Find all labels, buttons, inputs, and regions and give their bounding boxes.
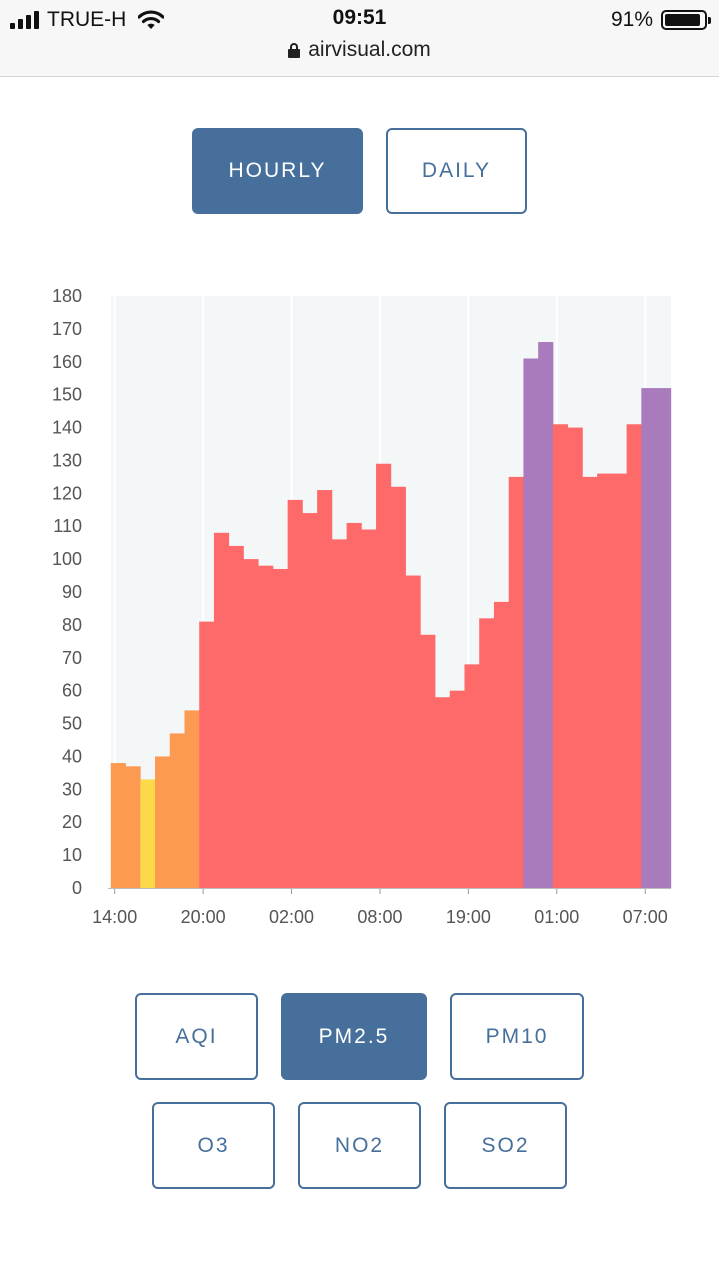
chart-bar — [479, 618, 495, 888]
y-tick-label: 160 — [52, 352, 82, 372]
y-tick-label: 40 — [62, 746, 82, 766]
chart-bar — [155, 756, 171, 888]
y-tick-label: 70 — [62, 648, 82, 668]
carrier-info: TRUE-H — [10, 6, 165, 34]
battery-icon — [661, 10, 711, 30]
url-text: airvisual.com — [308, 38, 431, 61]
y-tick-label: 180 — [52, 286, 82, 306]
y-tick-label: 170 — [52, 319, 82, 339]
chart-bar — [243, 559, 259, 888]
chart-bar — [508, 476, 524, 888]
chart-bar — [169, 733, 185, 888]
x-tick-label: 20:00 — [181, 907, 226, 927]
chart-bar — [228, 545, 244, 888]
y-tick-label: 100 — [52, 549, 82, 569]
tab-daily[interactable]: DAILY — [386, 128, 527, 214]
chart-bar — [258, 565, 274, 888]
pm25-hourly-chart: 0 10 20 30 40 50 60 70 80 90 100 110 120 130 140 150 160… — [52, 286, 672, 927]
chart-bar — [213, 532, 230, 888]
y-tick-label: 80 — [62, 615, 82, 635]
chart-bar — [331, 539, 347, 888]
x-tick-label: 08:00 — [357, 907, 402, 927]
chart-bar — [552, 424, 569, 888]
chart-bar — [405, 575, 421, 888]
y-tick-label: 130 — [52, 450, 82, 470]
pollutant-so2-button[interactable]: SO2 — [444, 1102, 567, 1189]
chart-bar — [376, 463, 392, 888]
y-tick-label: 10 — [62, 845, 82, 865]
chart-bar — [272, 568, 289, 888]
chart-bar — [140, 779, 156, 888]
chart-bar — [656, 388, 672, 888]
chart-bar — [346, 522, 362, 888]
wifi-icon — [138, 10, 165, 29]
status-bar: TRUE-H 09:51 91% airvisual.com — [0, 0, 719, 77]
chart-bar — [538, 342, 554, 888]
tab-hourly[interactable]: HOURLY — [192, 128, 363, 214]
chart-bar — [641, 388, 657, 888]
chart-bar — [390, 486, 406, 888]
y-tick-label: 90 — [62, 582, 82, 602]
clock: 09:51 — [332, 6, 387, 29]
chart-bar — [302, 513, 318, 888]
y-tick-label: 20 — [62, 812, 82, 832]
chart-bar — [184, 710, 200, 888]
chart-bar — [597, 473, 613, 888]
chart-bar — [287, 499, 303, 888]
y-tick-label: 50 — [62, 714, 82, 734]
battery-percent: 91% — [610, 8, 653, 31]
x-tick-label: 02:00 — [269, 907, 314, 927]
chart-bar — [567, 427, 583, 888]
x-tick-label: 07:00 — [623, 907, 668, 927]
chart-bar — [125, 766, 141, 888]
pollutant-o3-button[interactable]: O3 — [152, 1102, 275, 1189]
chart-bar — [611, 473, 627, 888]
pollutant-aqi-button[interactable]: AQI — [135, 993, 258, 1080]
chart-bar — [626, 424, 642, 888]
chart-bar — [317, 490, 333, 888]
x-tick-label: 14:00 — [92, 907, 137, 927]
pollutant-no2-button[interactable]: NO2 — [298, 1102, 421, 1189]
y-tick-label: 140 — [52, 418, 82, 438]
chart-bar — [523, 358, 539, 888]
y-tick-label: 150 — [52, 385, 82, 405]
chart-bar — [199, 621, 215, 888]
y-tick-label: 30 — [62, 779, 82, 799]
pollutant-pm25-button[interactable]: PM2.5 — [281, 993, 427, 1080]
pollutant-pm10-button[interactable]: PM10 — [450, 993, 584, 1080]
chart-bar — [110, 763, 126, 888]
y-tick-label: 120 — [52, 483, 82, 503]
carrier-name: TRUE-H — [47, 8, 127, 31]
chart-bar — [582, 476, 598, 888]
lock-icon — [288, 42, 301, 58]
chart-bar — [435, 697, 451, 888]
y-tick-label: 110 — [53, 516, 82, 536]
y-tick-label: 60 — [62, 681, 82, 701]
address-bar[interactable]: airvisual.com — [0, 38, 719, 62]
x-tick-label: 01:00 — [534, 907, 579, 927]
chart-bar — [449, 690, 465, 888]
chart-bar — [464, 664, 480, 888]
x-tick-label: 19:00 — [446, 907, 491, 927]
chart-bar — [420, 634, 436, 888]
battery-status: 91% — [610, 6, 711, 34]
signal-icon — [10, 11, 39, 29]
y-tick-label: 0 — [72, 878, 82, 898]
chart-bar — [361, 529, 377, 888]
chart-bar — [493, 601, 510, 888]
